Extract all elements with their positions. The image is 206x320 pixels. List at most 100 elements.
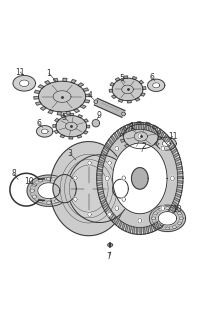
Text: 6: 6 [149, 73, 154, 82]
Polygon shape [159, 220, 163, 227]
Polygon shape [102, 203, 108, 208]
Polygon shape [178, 181, 183, 183]
Polygon shape [112, 78, 143, 101]
Polygon shape [88, 212, 91, 216]
Polygon shape [166, 137, 170, 144]
Polygon shape [162, 141, 171, 146]
Text: 4: 4 [87, 91, 92, 100]
Polygon shape [97, 183, 102, 186]
Polygon shape [53, 174, 76, 203]
Text: 10: 10 [24, 177, 34, 186]
Polygon shape [131, 168, 148, 189]
Polygon shape [97, 179, 102, 180]
Polygon shape [132, 148, 136, 151]
Polygon shape [115, 78, 120, 81]
Polygon shape [122, 112, 125, 116]
Polygon shape [148, 124, 151, 131]
Polygon shape [148, 147, 153, 150]
Polygon shape [123, 126, 127, 133]
Polygon shape [71, 79, 76, 83]
Polygon shape [113, 179, 128, 198]
Polygon shape [172, 208, 176, 211]
Polygon shape [53, 124, 56, 127]
Polygon shape [78, 83, 84, 87]
Polygon shape [61, 195, 66, 198]
Polygon shape [153, 83, 160, 88]
Polygon shape [84, 119, 88, 122]
Polygon shape [169, 208, 174, 214]
Polygon shape [13, 76, 35, 91]
Polygon shape [54, 130, 59, 133]
Polygon shape [143, 227, 145, 234]
Polygon shape [104, 207, 110, 212]
Polygon shape [94, 98, 125, 117]
Polygon shape [157, 131, 161, 134]
Polygon shape [129, 123, 133, 126]
Polygon shape [39, 81, 86, 112]
Polygon shape [61, 183, 66, 187]
Polygon shape [135, 98, 140, 101]
Polygon shape [34, 97, 39, 99]
Polygon shape [152, 217, 156, 220]
Polygon shape [174, 197, 180, 202]
Polygon shape [98, 191, 104, 195]
Polygon shape [136, 227, 138, 234]
Polygon shape [55, 199, 60, 203]
Text: 9: 9 [96, 111, 101, 120]
Polygon shape [60, 135, 65, 138]
Polygon shape [134, 123, 137, 130]
Polygon shape [156, 222, 160, 229]
Polygon shape [106, 142, 111, 148]
Polygon shape [99, 195, 105, 200]
Polygon shape [167, 212, 172, 218]
Polygon shape [171, 205, 176, 211]
Polygon shape [50, 141, 128, 236]
Polygon shape [157, 129, 162, 136]
Polygon shape [168, 141, 173, 147]
Polygon shape [140, 228, 142, 234]
Polygon shape [120, 133, 124, 136]
Polygon shape [100, 155, 105, 159]
Polygon shape [114, 132, 118, 139]
Text: 6: 6 [36, 119, 41, 128]
Polygon shape [83, 131, 88, 134]
Polygon shape [115, 146, 119, 151]
Polygon shape [115, 219, 119, 226]
Polygon shape [40, 107, 46, 110]
Polygon shape [94, 100, 98, 104]
Polygon shape [48, 110, 53, 114]
Polygon shape [98, 164, 103, 168]
Polygon shape [177, 185, 183, 188]
Polygon shape [53, 78, 58, 82]
Polygon shape [177, 171, 183, 174]
Polygon shape [55, 179, 60, 182]
Polygon shape [158, 137, 162, 140]
Polygon shape [178, 176, 183, 179]
Polygon shape [27, 175, 70, 206]
Text: 1: 1 [46, 68, 51, 77]
Polygon shape [111, 136, 116, 142]
Polygon shape [120, 128, 124, 135]
Polygon shape [171, 176, 174, 181]
Polygon shape [172, 148, 177, 154]
Polygon shape [173, 153, 179, 158]
Polygon shape [57, 112, 61, 115]
Polygon shape [105, 176, 109, 181]
Polygon shape [85, 94, 90, 97]
Text: 11: 11 [15, 68, 25, 76]
Polygon shape [175, 157, 180, 162]
Polygon shape [99, 159, 104, 164]
Polygon shape [36, 126, 53, 137]
Polygon shape [177, 222, 181, 225]
Polygon shape [128, 100, 131, 103]
Polygon shape [30, 189, 35, 192]
Polygon shape [138, 134, 142, 139]
Polygon shape [70, 114, 74, 116]
Polygon shape [170, 145, 175, 150]
Polygon shape [177, 166, 182, 170]
Polygon shape [46, 201, 51, 204]
Polygon shape [108, 161, 111, 165]
Polygon shape [145, 123, 147, 130]
Polygon shape [74, 109, 80, 113]
Polygon shape [20, 80, 29, 86]
